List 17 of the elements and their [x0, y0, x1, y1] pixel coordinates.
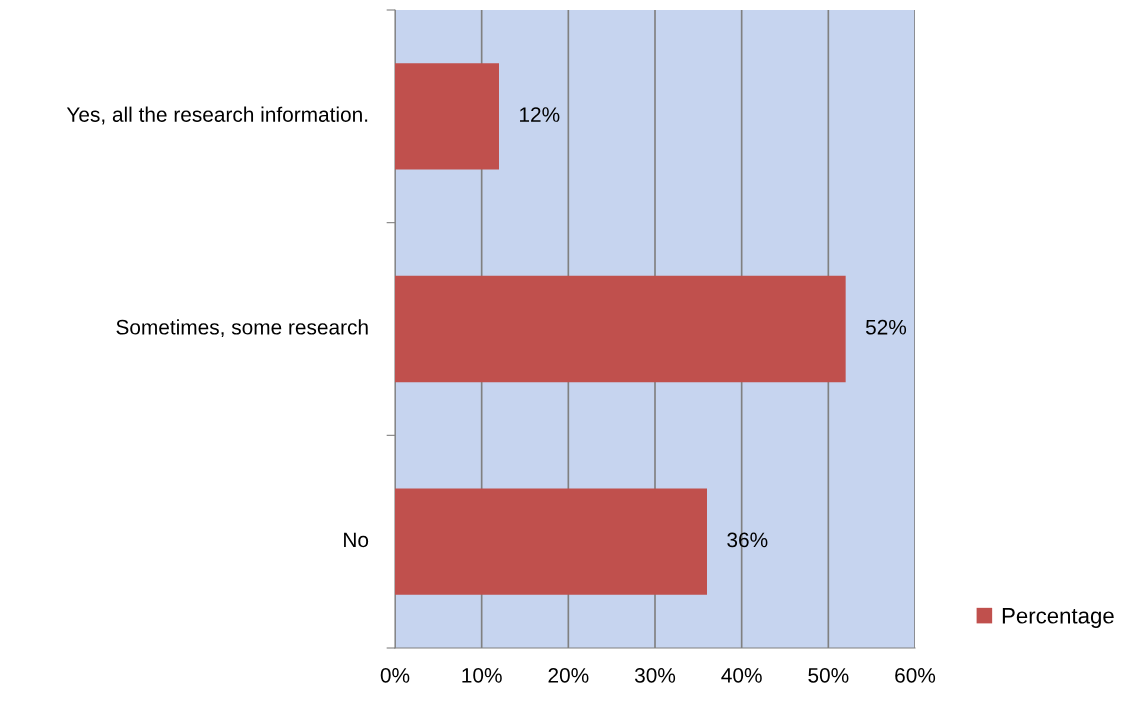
y-tick-label: No	[344, 532, 369, 548]
y-tick-label: Sometimes, some research	[116, 319, 368, 338]
bar	[395, 63, 499, 170]
x-tick-label: 30%	[634, 667, 676, 683]
x-tick-label: 20%	[548, 667, 589, 683]
bar	[395, 275, 846, 383]
x-tick-label: 0%	[380, 667, 410, 683]
data-label: 36%	[727, 532, 768, 548]
y-tick-label: Yes, all the research information.	[66, 106, 368, 125]
x-tick-label: 60%	[895, 667, 936, 683]
x-tick-label: 50%	[808, 667, 849, 683]
x-tick-label: 40%	[721, 667, 762, 683]
data-label: 12%	[520, 107, 560, 122]
legend-label: Percentage	[1002, 608, 1114, 628]
data-label: 52%	[865, 319, 907, 335]
x-tick-label: 10%	[462, 667, 502, 683]
bar	[395, 488, 707, 595]
